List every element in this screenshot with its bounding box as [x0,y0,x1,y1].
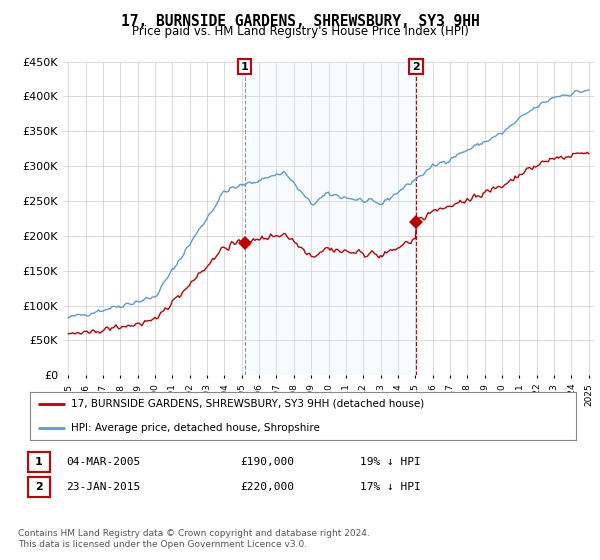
Text: 1: 1 [241,62,248,72]
Text: 19% ↓ HPI: 19% ↓ HPI [360,457,421,467]
Text: £190,000: £190,000 [240,457,294,467]
Text: HPI: Average price, detached house, Shropshire: HPI: Average price, detached house, Shro… [71,423,320,433]
Text: 17, BURNSIDE GARDENS, SHREWSBURY, SY3 9HH (detached house): 17, BURNSIDE GARDENS, SHREWSBURY, SY3 9H… [71,399,424,409]
Text: 1: 1 [35,457,43,467]
Bar [245,62,416,375]
Text: 2: 2 [412,62,420,72]
Text: Contains HM Land Registry data © Crown copyright and database right 2024.
This d: Contains HM Land Registry data © Crown c… [18,529,370,549]
Text: 04-MAR-2005: 04-MAR-2005 [66,457,140,467]
Text: 2: 2 [35,482,43,492]
Text: £220,000: £220,000 [240,482,294,492]
Text: 23-JAN-2015: 23-JAN-2015 [66,482,140,492]
Text: Price paid vs. HM Land Registry's House Price Index (HPI): Price paid vs. HM Land Registry's House … [131,25,469,38]
Text: 17, BURNSIDE GARDENS, SHREWSBURY, SY3 9HH: 17, BURNSIDE GARDENS, SHREWSBURY, SY3 9H… [121,14,479,29]
Text: 17% ↓ HPI: 17% ↓ HPI [360,482,421,492]
